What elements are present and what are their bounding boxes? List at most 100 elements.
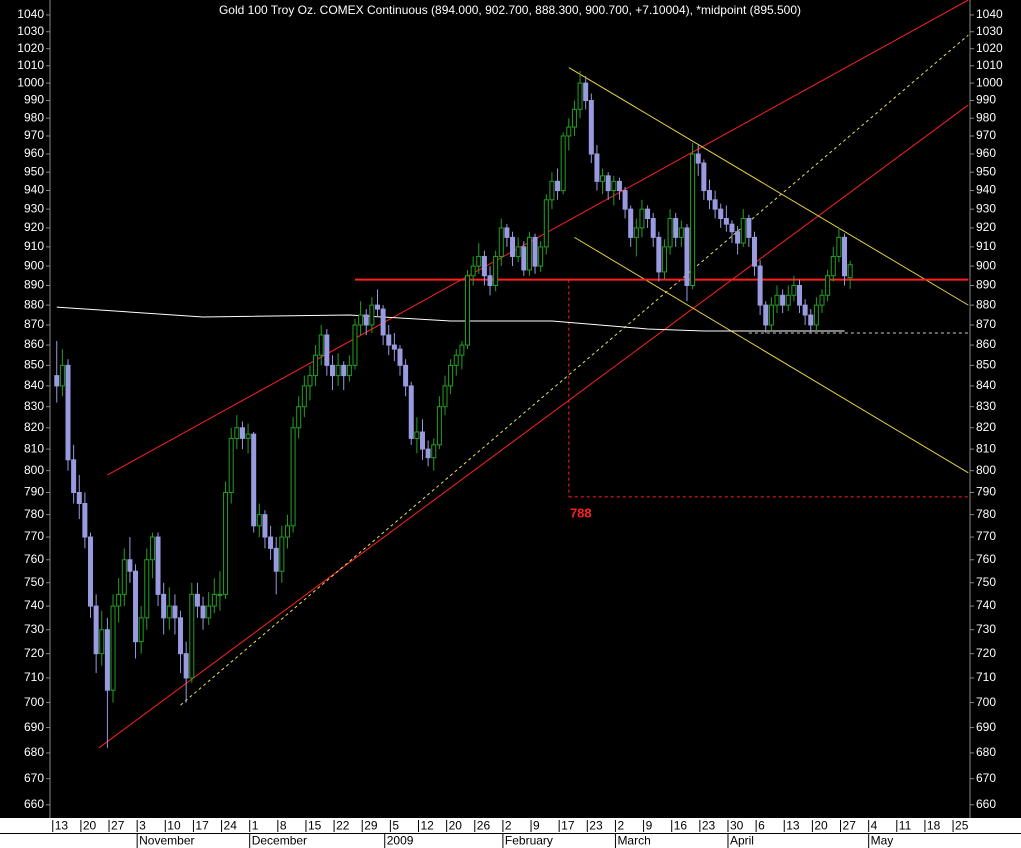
candle-body	[538, 246, 544, 267]
candle-body	[329, 364, 335, 377]
candle-body	[121, 559, 127, 595]
candle-body	[611, 180, 617, 192]
y-tick-label: 1010	[976, 58, 1003, 72]
y-tick-label: 780	[976, 507, 996, 521]
candle-body	[791, 284, 797, 296]
y-tick-label: 870	[976, 317, 996, 331]
y-tick-label: 710	[976, 670, 996, 684]
candle-body	[335, 364, 341, 377]
y-tick-label: 750	[976, 575, 996, 589]
y-tick-label: 670	[976, 771, 996, 785]
x-tick-label: 8	[280, 819, 287, 833]
candle-body	[436, 406, 442, 446]
overlay-line	[574, 236, 969, 474]
candle-body	[82, 503, 88, 538]
y-tick-label: 770	[976, 529, 996, 543]
y-tick-label: 930	[976, 201, 996, 215]
y-tick-label: 830	[976, 399, 996, 413]
candle-body	[566, 126, 572, 137]
y-tick-label: 880	[24, 297, 44, 311]
candle-body	[161, 593, 167, 619]
candle-body	[656, 236, 662, 273]
x-tick-label: 10	[167, 819, 181, 833]
candle-body	[808, 314, 814, 326]
y-tick-label: 740	[24, 598, 44, 612]
overlay-line	[107, 0, 969, 476]
candle-body	[577, 82, 583, 110]
y-tick-label: 810	[976, 441, 996, 455]
candle-body	[780, 294, 786, 306]
x-tick-label: 23	[702, 819, 716, 833]
candle-body	[217, 593, 223, 596]
y-tick-label: 920	[24, 220, 44, 234]
candle-body	[751, 236, 757, 267]
x-tick-label: 17	[561, 819, 575, 833]
candle-body	[695, 153, 701, 164]
y-tick-label: 1010	[17, 58, 44, 72]
y-tick-label: 660	[976, 797, 996, 811]
y-tick-label: 890	[976, 278, 996, 292]
candle-body	[386, 334, 392, 346]
month-label: December	[252, 834, 307, 848]
x-tick-label: 16	[674, 819, 688, 833]
candle-body	[138, 617, 144, 643]
x-tick-label: 18	[927, 819, 941, 833]
candle-body	[65, 364, 71, 461]
candle-body	[476, 255, 482, 267]
x-tick-label: 25	[955, 819, 969, 833]
candle-body	[842, 236, 848, 277]
y-tick-label: 730	[976, 622, 996, 636]
y-tick-label: 710	[24, 670, 44, 684]
y-tick-label: 900	[976, 258, 996, 272]
candle-body	[341, 364, 347, 377]
candle-body	[149, 536, 155, 561]
candle-body	[678, 227, 684, 238]
y-tick-label: 880	[976, 297, 996, 311]
x-tick-label: 5	[392, 819, 399, 833]
y-tick-label: 1040	[17, 7, 44, 21]
y-tick-label: 810	[24, 441, 44, 455]
candle-body	[262, 514, 268, 538]
candle-body	[71, 459, 77, 494]
candle-body	[825, 275, 831, 296]
candle-body	[290, 427, 296, 527]
y-tick-label: 700	[976, 695, 996, 709]
candle-body	[403, 364, 409, 387]
y-tick-label: 750	[24, 575, 44, 589]
candle-body	[690, 153, 696, 286]
candle-body	[301, 385, 307, 408]
y-tick-label: 820	[976, 420, 996, 434]
month-label: 2009	[387, 834, 414, 848]
candle-body	[88, 536, 94, 607]
candle-body	[318, 334, 324, 356]
candle-body	[470, 265, 476, 277]
candle-body	[453, 354, 459, 366]
y-tick-label: 730	[24, 622, 44, 636]
candle-body	[279, 536, 285, 572]
overlay-line	[180, 34, 969, 706]
y-tick-label: 960	[24, 146, 44, 160]
candle-body	[847, 264, 853, 279]
x-tick-label: 12	[421, 819, 435, 833]
y-tick-label: 720	[976, 646, 996, 660]
y-tick-label: 970	[976, 128, 996, 142]
candle-body	[228, 437, 234, 494]
candle-body	[183, 653, 189, 679]
x-tick-label: 27	[111, 819, 125, 833]
candle-body	[425, 448, 431, 459]
y-tick-label: 830	[24, 399, 44, 413]
x-tick-label: 20	[83, 819, 97, 833]
y-tick-label: 1040	[976, 7, 1003, 21]
candle-body	[740, 217, 746, 244]
y-tick-label: 950	[24, 164, 44, 178]
x-tick-label: 2	[505, 819, 512, 833]
x-tick-label: 30	[730, 819, 744, 833]
candle-body	[346, 364, 352, 377]
candle-body	[189, 593, 195, 679]
x-tick-label: 26	[477, 819, 491, 833]
y-tick-label: 980	[24, 110, 44, 124]
y-tick-label: 680	[24, 745, 44, 759]
overlay-line	[98, 104, 969, 749]
candle-body	[296, 406, 302, 429]
candle-body	[99, 629, 105, 655]
